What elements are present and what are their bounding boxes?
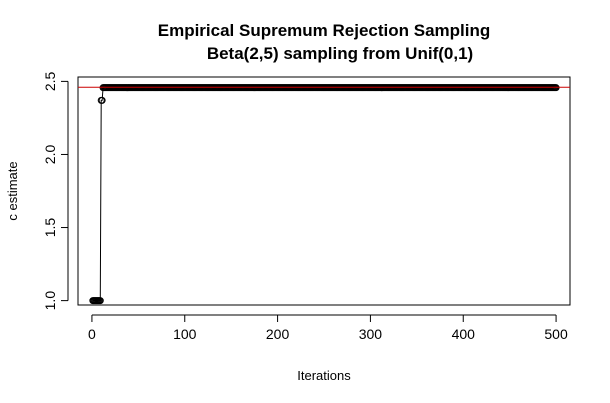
x-axis: 0 100 200 300 400 500 [88, 314, 568, 342]
x-tick-label: 400 [452, 326, 476, 342]
y-tick-label: 2.5 [42, 71, 58, 91]
plot-area-frame [77, 76, 571, 306]
x-tick-label: 100 [173, 326, 197, 342]
y-axis-label: c estimate [5, 161, 20, 220]
data-point [96, 297, 104, 305]
x-tick-label: 200 [266, 326, 290, 342]
y-tick-label: 1.0 [42, 291, 58, 311]
x-tick-label: 0 [88, 326, 96, 342]
x-tick-label: 300 [359, 326, 383, 342]
x-axis-label: Iterations [297, 368, 351, 383]
chart-title: Empirical Supremum Rejection Sampling [158, 21, 491, 40]
y-axis: 1.0 1.5 2.0 2.5 [42, 71, 69, 311]
data-point [98, 96, 106, 104]
chart-subtitle: Beta(2,5) sampling from Unif(0,1) [207, 44, 473, 63]
y-tick-label: 1.5 [42, 218, 58, 238]
x-tick-label: 500 [544, 326, 568, 342]
y-tick-label: 2.0 [42, 145, 58, 165]
